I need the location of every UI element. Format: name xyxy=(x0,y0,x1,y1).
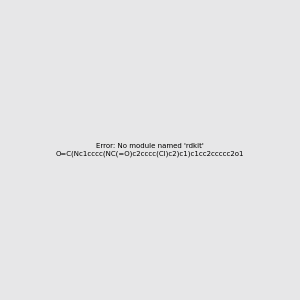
Text: Error: No module named 'rdkit'
O=C(Nc1cccc(NC(=O)c2cccc(Cl)c2)c1)c1cc2ccccc2o1: Error: No module named 'rdkit' O=C(Nc1cc… xyxy=(56,143,244,157)
